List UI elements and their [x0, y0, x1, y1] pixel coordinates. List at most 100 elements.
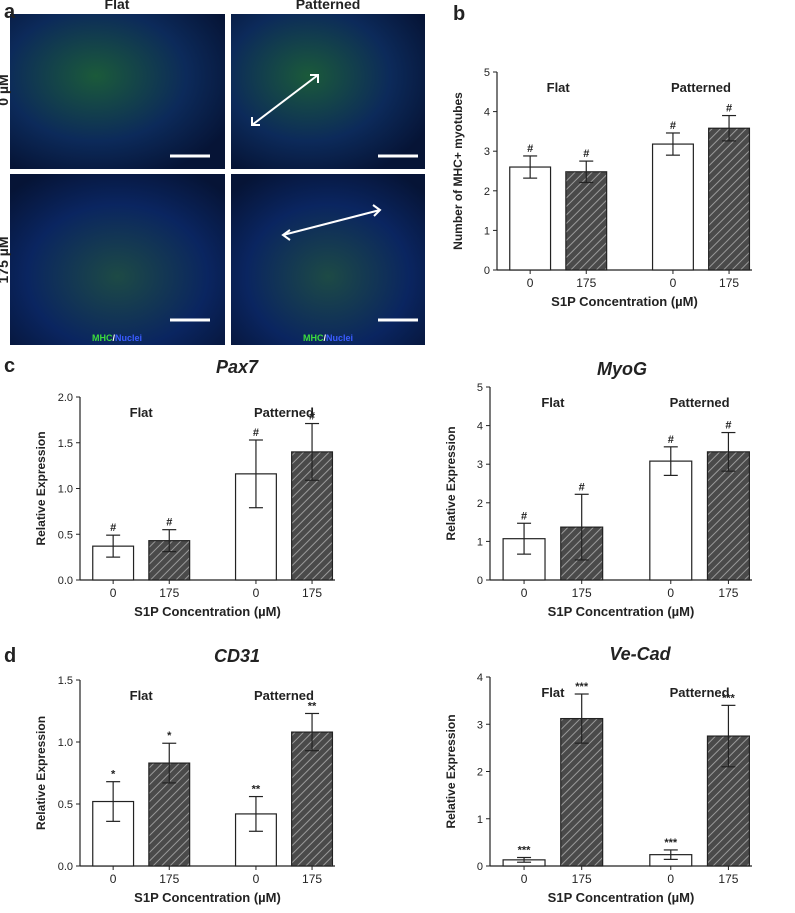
stain-text: MHC [303, 333, 324, 343]
x-tick-label: 0 [527, 276, 534, 290]
x-tick-label: 175 [719, 276, 739, 290]
y-tick-label: 1.0 [58, 484, 73, 496]
x-axis-label: S1P Concentration (µM) [134, 890, 281, 905]
significance-mark: *** [722, 692, 736, 704]
chart-title: Pax7 [216, 357, 259, 377]
x-tick-label: 0 [521, 586, 528, 600]
column-label: Flat [105, 0, 130, 12]
chart-title: MyoG [597, 359, 647, 379]
group-label: Flat [547, 80, 571, 95]
x-tick-label: 175 [572, 586, 592, 600]
chart-title: CD31 [214, 646, 260, 666]
significance-mark: # [253, 427, 259, 439]
y-tick-label: 4 [477, 672, 483, 684]
y-axis-label: Relative Expression [444, 426, 458, 540]
stain-text: / [323, 333, 326, 343]
row-label: 0 µM [0, 74, 11, 105]
y-tick-label: 2 [477, 767, 483, 779]
stain-label: MHC/Nuclei [303, 333, 353, 343]
y-tick-label: 0.5 [58, 799, 73, 811]
y-tick-label: 0 [477, 861, 483, 873]
column-label: Patterned [296, 0, 361, 12]
stain-text: MHC [92, 333, 113, 343]
significance-mark: # [521, 510, 527, 522]
significance-mark: *** [518, 844, 532, 856]
y-tick-label: 0.0 [58, 575, 73, 587]
y-tick-label: 5 [477, 382, 483, 394]
micrograph [10, 14, 225, 169]
y-axis-label: Number of MHC+ myotubes [451, 92, 465, 250]
y-tick-label: 3 [484, 146, 490, 158]
x-tick-label: 175 [718, 872, 738, 886]
y-tick-label: 4 [484, 107, 490, 119]
micrograph [10, 174, 225, 345]
y-tick-label: 1.5 [58, 438, 73, 450]
group-label: Flat [130, 405, 154, 420]
significance-mark: * [167, 730, 172, 742]
x-tick-label: 0 [521, 872, 528, 886]
significance-mark: # [166, 517, 172, 529]
chart-title: Ve-Cad [609, 644, 671, 664]
x-tick-label: 175 [302, 872, 322, 886]
x-axis-label: S1P Concentration (µM) [551, 294, 698, 309]
panel-label: a [4, 1, 16, 23]
y-tick-label: 1 [477, 814, 483, 826]
y-tick-label: 4 [477, 421, 483, 433]
x-tick-label: 0 [110, 586, 117, 600]
y-tick-label: 3 [477, 459, 483, 471]
row-label: 175 µM [0, 237, 11, 284]
significance-mark: # [527, 143, 533, 155]
bar [509, 166, 552, 271]
y-tick-label: 2 [484, 186, 490, 198]
micrograph [231, 174, 425, 345]
group-label: Flat [130, 688, 154, 703]
significance-mark: * [111, 769, 116, 781]
y-axis-label: Relative Expression [34, 716, 48, 830]
y-tick-label: 0.5 [58, 529, 73, 541]
significance-mark: # [670, 120, 676, 132]
significance-mark: # [725, 420, 731, 432]
significance-mark: # [668, 434, 674, 446]
significance-mark: ** [308, 700, 317, 712]
significance-mark: ** [252, 784, 261, 796]
x-axis-label: S1P Concentration (µM) [548, 890, 695, 905]
y-tick-label: 2 [477, 498, 483, 510]
y-tick-label: 5 [484, 67, 490, 79]
x-axis-label: S1P Concentration (µM) [548, 604, 695, 619]
group-label: Flat [541, 395, 565, 410]
x-tick-label: 0 [253, 586, 260, 600]
group-label: Patterned [254, 405, 314, 420]
y-axis-label: Relative Expression [34, 431, 48, 545]
bar [649, 460, 693, 581]
bar [708, 127, 751, 271]
significance-mark: *** [575, 681, 589, 693]
group-label: Flat [541, 685, 565, 700]
y-tick-label: 1 [484, 225, 490, 237]
y-tick-label: 0 [477, 575, 483, 587]
y-tick-label: 2.0 [58, 392, 73, 404]
significance-mark: # [309, 411, 315, 423]
group-label: Patterned [254, 688, 314, 703]
bar [565, 171, 608, 271]
significance-mark: # [583, 148, 589, 160]
x-tick-label: 0 [667, 586, 674, 600]
bar [291, 731, 334, 867]
group-label: Patterned [670, 395, 730, 410]
y-tick-label: 1 [477, 536, 483, 548]
x-tick-label: 0 [253, 872, 260, 886]
stain-text: / [112, 333, 115, 343]
x-tick-label: 175 [718, 586, 738, 600]
panel-a-images [10, 14, 425, 345]
y-tick-label: 1.5 [58, 675, 73, 687]
significance-mark: # [726, 103, 732, 115]
x-tick-label: 0 [110, 872, 117, 886]
y-tick-label: 3 [477, 719, 483, 731]
alignment-arrow [251, 74, 382, 241]
y-tick-label: 0 [484, 265, 490, 277]
panel-label: c [4, 355, 15, 377]
x-tick-label: 175 [576, 276, 596, 290]
x-tick-label: 175 [159, 872, 179, 886]
stain-text: Nuclei [326, 333, 353, 343]
y-tick-label: 0.0 [58, 861, 73, 873]
